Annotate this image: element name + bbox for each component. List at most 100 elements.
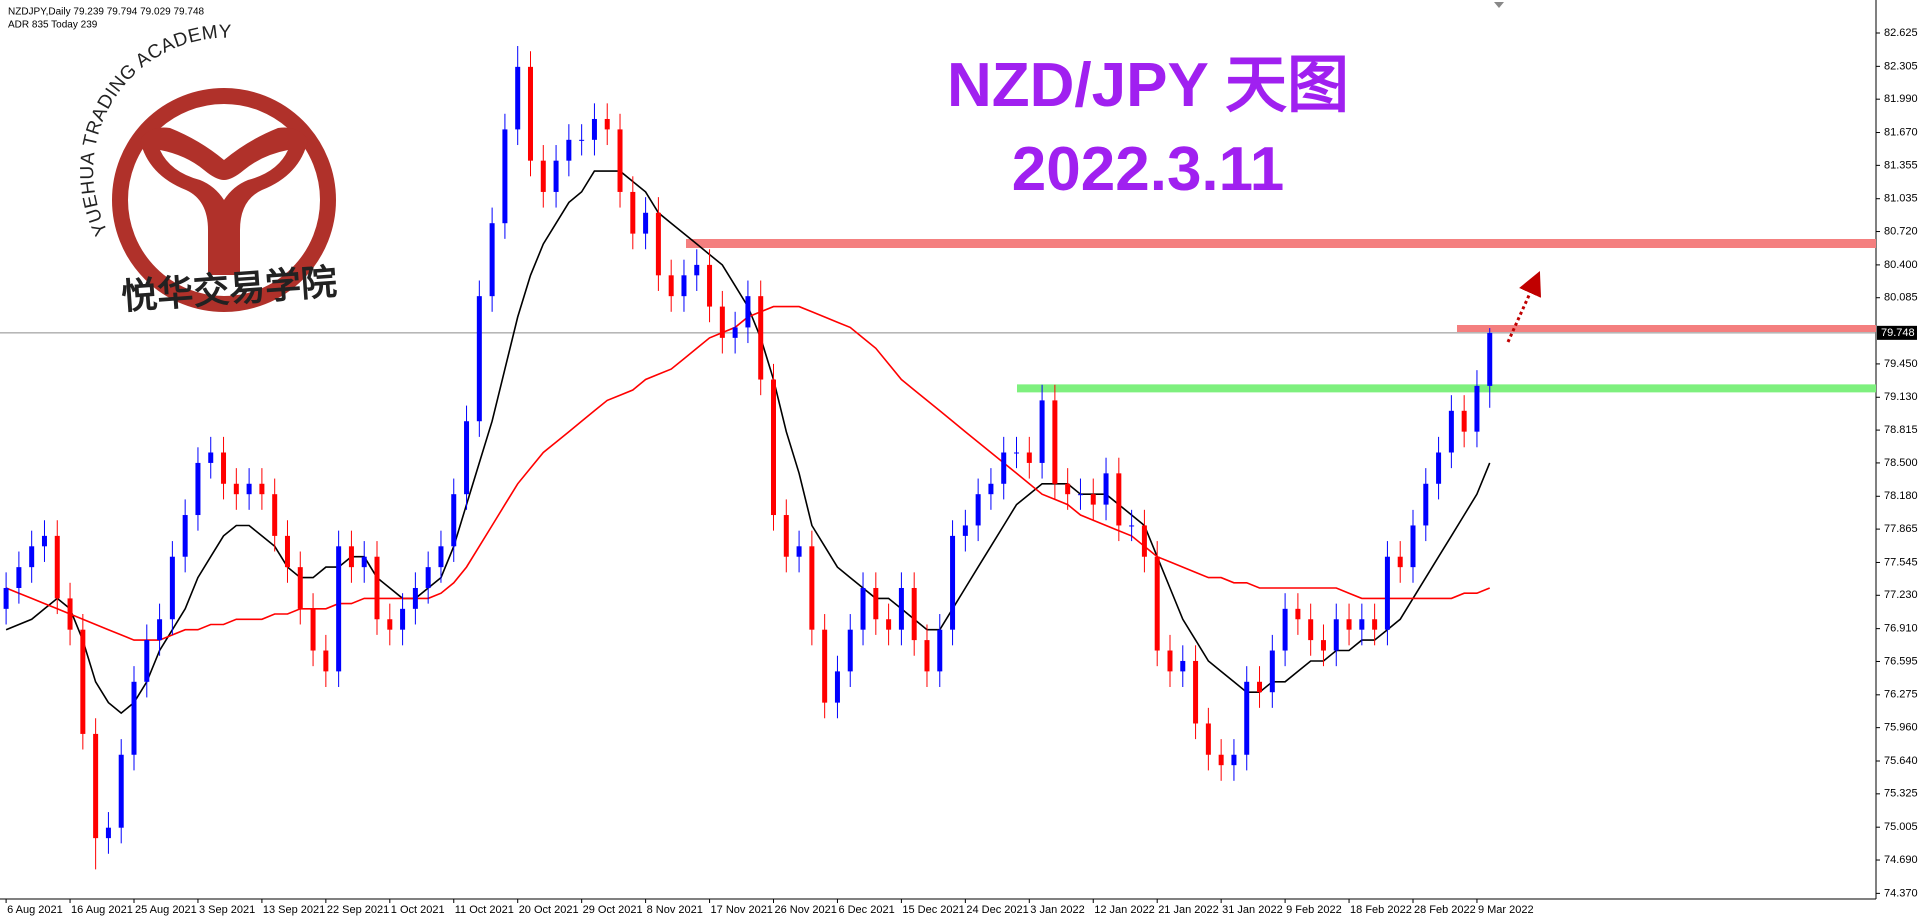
candle-body [1039,400,1045,463]
candle-body [41,535,47,547]
candle-body [886,619,892,630]
candle-body [1205,723,1211,755]
x-tick-label: 31 Jan 2022 [1222,904,1283,916]
x-tick-label: 6 Aug 2021 [7,904,63,916]
y-tick-label: 81.990 [1884,93,1918,105]
candle-body [1410,525,1416,568]
candle-body [924,640,930,672]
candle-body [1014,452,1020,454]
candle-body [93,733,99,839]
y-tick-label: 80.085 [1884,292,1918,304]
candle-body [1487,332,1493,386]
x-tick-label: 28 Feb 2022 [1414,904,1476,916]
candle-body [1359,619,1365,630]
price-tag [1877,325,1917,340]
y-tick-label: 77.230 [1884,589,1918,601]
candle-body [1141,525,1147,557]
axes: 82.625 82.305 81.990 81.670 81.355 81.035 80.7… [5,27,1918,916]
price-tag-label: 79.748 [1881,327,1915,339]
candle-body [540,160,546,192]
candle-body [425,567,431,588]
y-tick-label: 74.370 [1884,887,1918,899]
candle-body [374,556,380,620]
candle-body [873,587,879,620]
candle-body [604,118,610,130]
candle-body [1423,483,1429,526]
levels [0,239,1876,393]
candle-body [643,212,649,234]
candle-body [937,629,943,672]
x-tick-label: 24 Dec 2021 [966,904,1028,916]
y-tick-label: 75.005 [1884,821,1918,833]
x-tick-label: 26 Nov 2021 [775,904,837,916]
candle-body [668,275,674,297]
x-tick-label: 18 Feb 2022 [1350,904,1412,916]
y-tick-label: 78.500 [1884,457,1918,469]
candle-body [771,379,776,516]
y-tick-label: 81.355 [1884,159,1918,171]
x-tick-label: 8 Nov 2021 [647,904,703,916]
candle-body [272,494,278,536]
candle-body [1308,619,1314,641]
info-line: ADR 835 Today 239 [8,20,98,31]
x-tick-label: 1 Oct 2021 [391,904,445,916]
y-tick-label: 82.305 [1884,60,1918,72]
candle-body [1116,473,1122,526]
candle-body [1448,410,1454,453]
candle-body [221,452,227,484]
candle-body [1001,452,1007,484]
logo-ring [112,88,336,312]
candle-body [1397,556,1403,568]
logo-emblem [140,127,308,275]
x-tick-label: 12 Jan 2022 [1094,904,1155,916]
candle-body [822,629,828,703]
candle-body [246,483,252,495]
candle-body [1333,619,1339,651]
x-tick-label: 6 Dec 2021 [838,904,894,916]
candle-body [1026,452,1032,463]
candle-body [1231,754,1237,766]
candle-body [233,483,239,495]
x-tick-label: 9 Feb 2022 [1286,904,1342,916]
candle-body [1372,619,1378,630]
candle-body [796,546,802,557]
candle-body [1474,385,1480,432]
candle-body [847,629,853,672]
y-tick-label: 77.865 [1884,523,1918,535]
y-tick-label: 82.625 [1884,27,1918,39]
candle-body [297,567,303,609]
y-tick-label: 75.325 [1884,788,1918,800]
x-tick-label: 22 Sep 2021 [327,904,389,916]
candle-body [719,306,725,338]
candle-body [1218,754,1224,766]
shift-marker [1494,2,1504,8]
candle-body [1052,400,1058,484]
candle-body [1244,681,1250,755]
candle-body [80,629,86,734]
candle-body [157,619,163,641]
candle-body [1193,660,1199,724]
candle-body [1129,525,1135,527]
candle-body [1257,681,1263,693]
candle-body [489,223,495,297]
candle-body [591,118,597,140]
y-tick-label: 80.720 [1884,225,1918,237]
candle-body [1065,483,1071,495]
y-tick-label: 74.690 [1884,854,1918,866]
x-tick-label: 15 Dec 2021 [902,904,964,916]
x-tick-label: 3 Jan 2022 [1030,904,1084,916]
candle-body [16,567,22,588]
candle-body [208,452,214,463]
candle-body [144,640,150,682]
candle-body [860,587,866,630]
candle-body [681,275,687,297]
candle-body [1320,640,1326,651]
candle-body [809,546,815,630]
candle-body [400,608,406,630]
candle-body [1295,608,1301,620]
candle-body [169,556,175,620]
y-tick-label: 75.640 [1884,755,1918,767]
candle-body [707,264,713,307]
chart-subtitle: 2022.3.11 [1012,135,1284,204]
